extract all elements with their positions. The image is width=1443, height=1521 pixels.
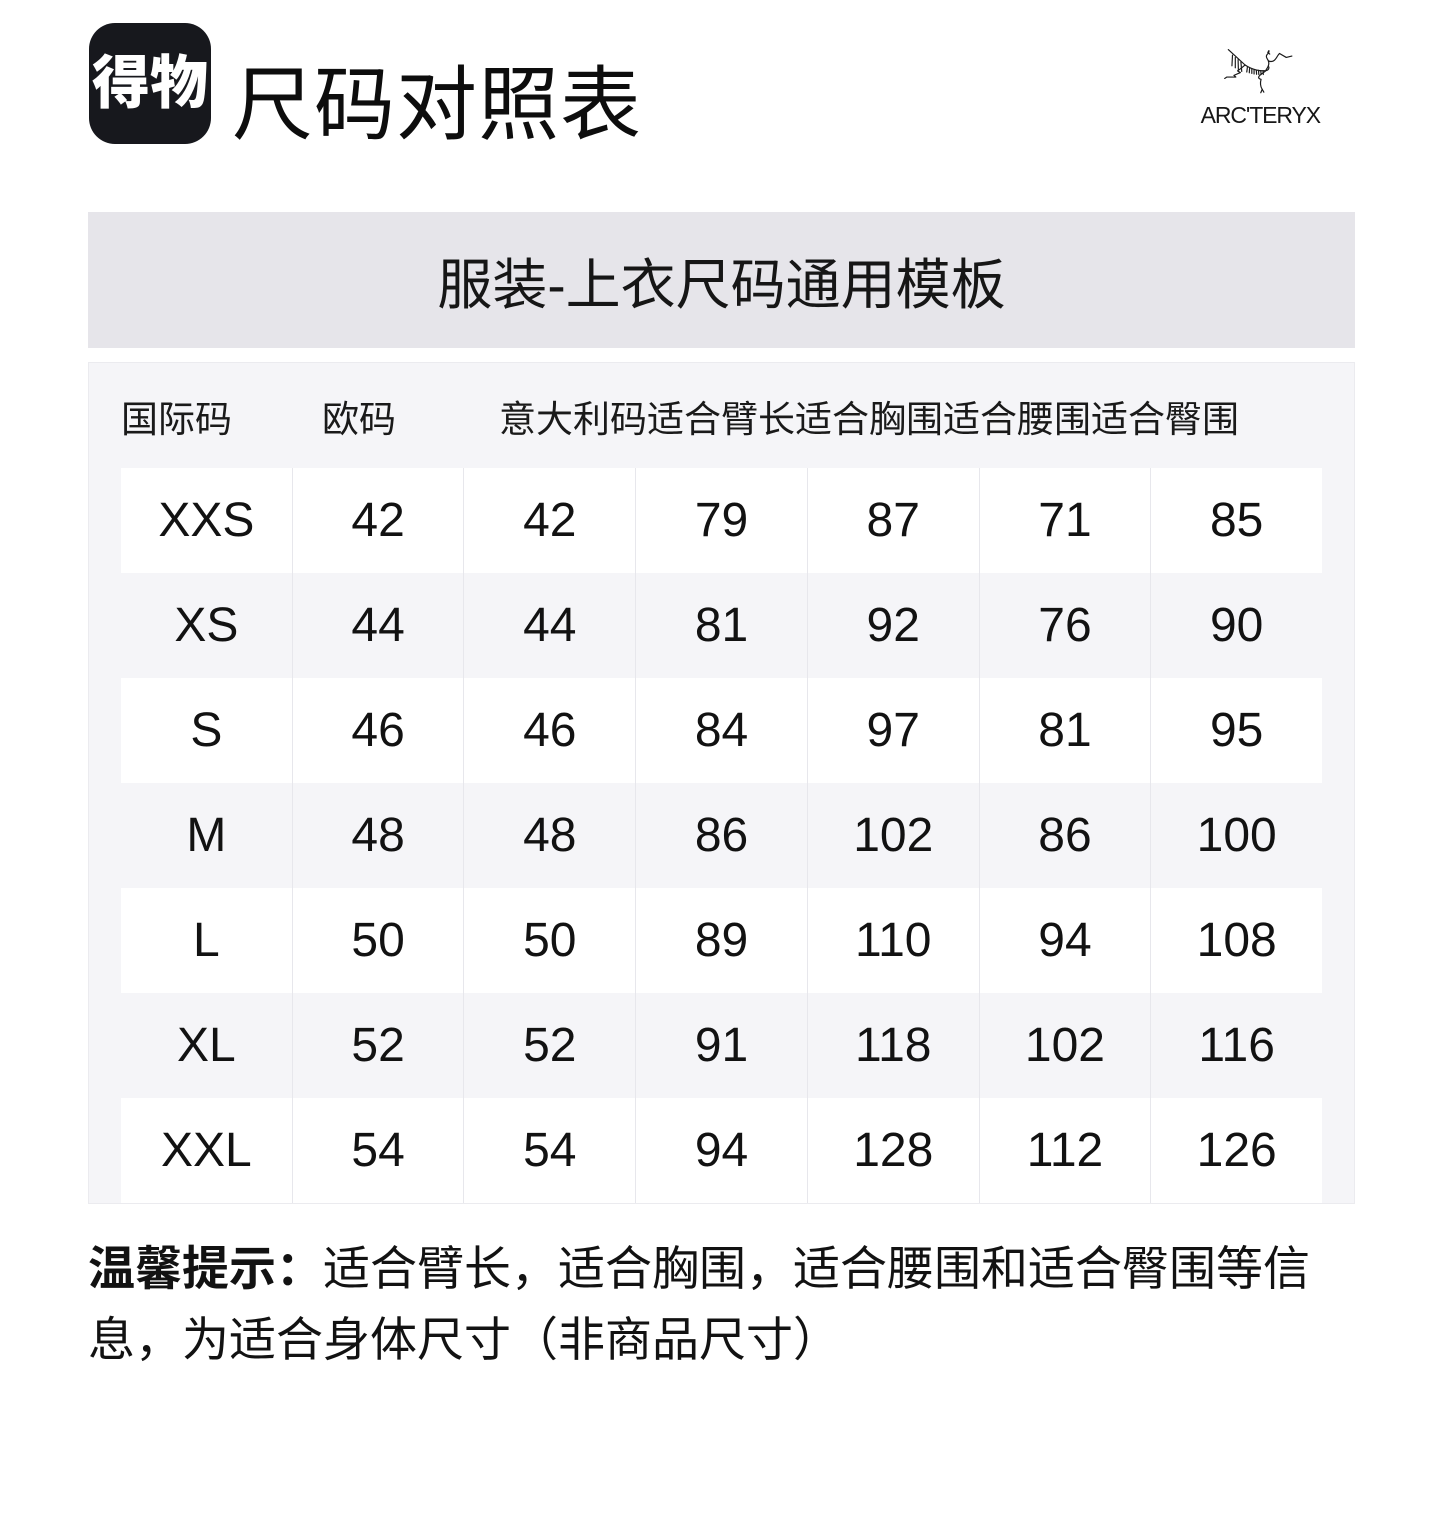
svg-text:得物: 得物 xyxy=(92,36,208,120)
